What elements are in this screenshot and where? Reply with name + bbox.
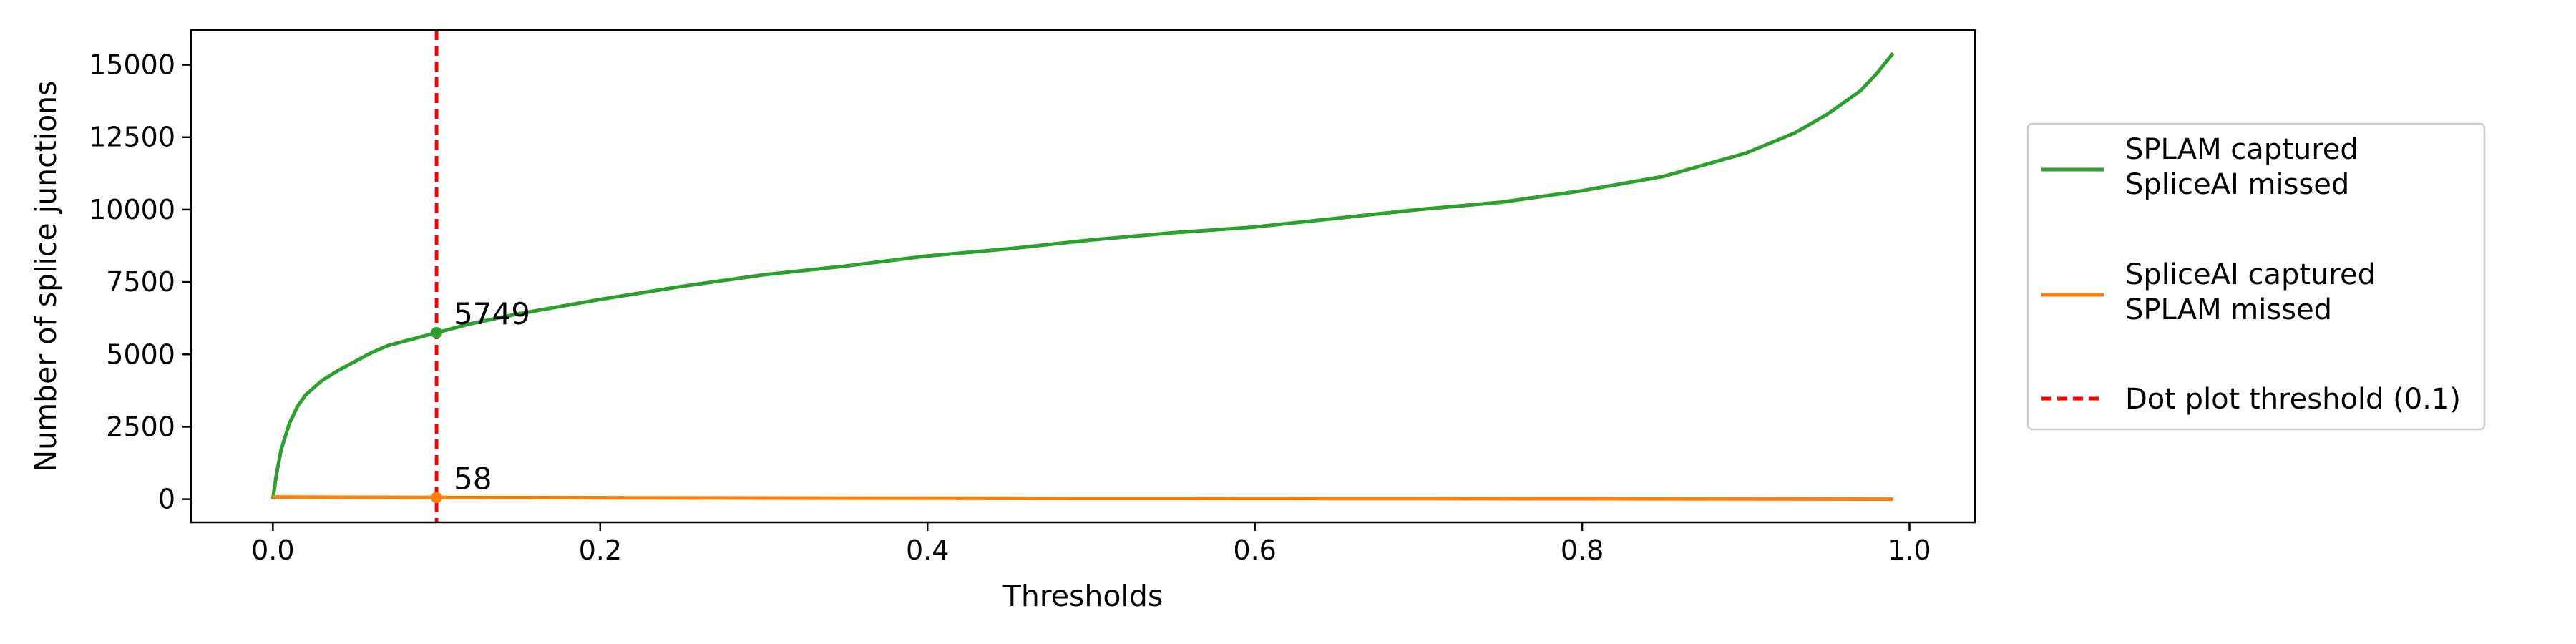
annotation-point-1 — [431, 492, 443, 504]
legend: SPLAM captured SpliceAI missed SpliceAI … — [2026, 122, 2486, 431]
legend-label-splam-line2: SpliceAI missed — [2125, 168, 2349, 201]
y-tick-label-2: 5000 — [106, 338, 175, 370]
y-tick-label-1: 2500 — [106, 411, 175, 442]
x-tick-label-1: 0.2 — [579, 535, 622, 566]
legend-label-spliceai-line2: SPLAM missed — [2125, 293, 2332, 326]
x-tick-label-3: 0.6 — [1233, 535, 1276, 566]
legend-label-splam-line1: SPLAM captured — [2125, 133, 2358, 166]
axes: 0.0 0.2 0.4 0.6 0.8 1.0 0 2500 5000 7500 10000 1250… — [89, 49, 1931, 566]
x-tick-label-5: 1.0 — [1888, 535, 1931, 566]
x-tick-label-0: 0.0 — [251, 535, 294, 566]
legend-box — [2026, 122, 2486, 431]
plot-frame — [190, 29, 1976, 524]
y-axis-label: Number of splice junctions — [29, 80, 63, 472]
series-line-0 — [270, 52, 1895, 499]
y-tick-label-4: 10000 — [89, 194, 175, 225]
x-axis-label: Thresholds — [1002, 579, 1163, 613]
annotation-label-1: 58 — [454, 461, 492, 496]
annotation-label-0: 5749 — [454, 296, 530, 331]
legend-label-threshold: Dot plot threshold (0.1) — [2125, 383, 2461, 416]
y-tick-label-6: 15000 — [89, 49, 175, 81]
y-tick-label-0: 0 — [158, 484, 175, 515]
legend-label-spliceai-line1: SpliceAI captured — [2125, 258, 2376, 291]
y-tick-label-3: 7500 — [106, 266, 175, 298]
x-tick-label-4: 0.8 — [1561, 535, 1604, 566]
y-tick-label-5: 12500 — [89, 122, 175, 153]
series-line-1 — [273, 495, 1893, 502]
x-tick-label-2: 0.4 — [906, 535, 949, 566]
annotation-point-0 — [431, 326, 443, 338]
plot-area: 5749 58 — [270, 30, 1895, 522]
